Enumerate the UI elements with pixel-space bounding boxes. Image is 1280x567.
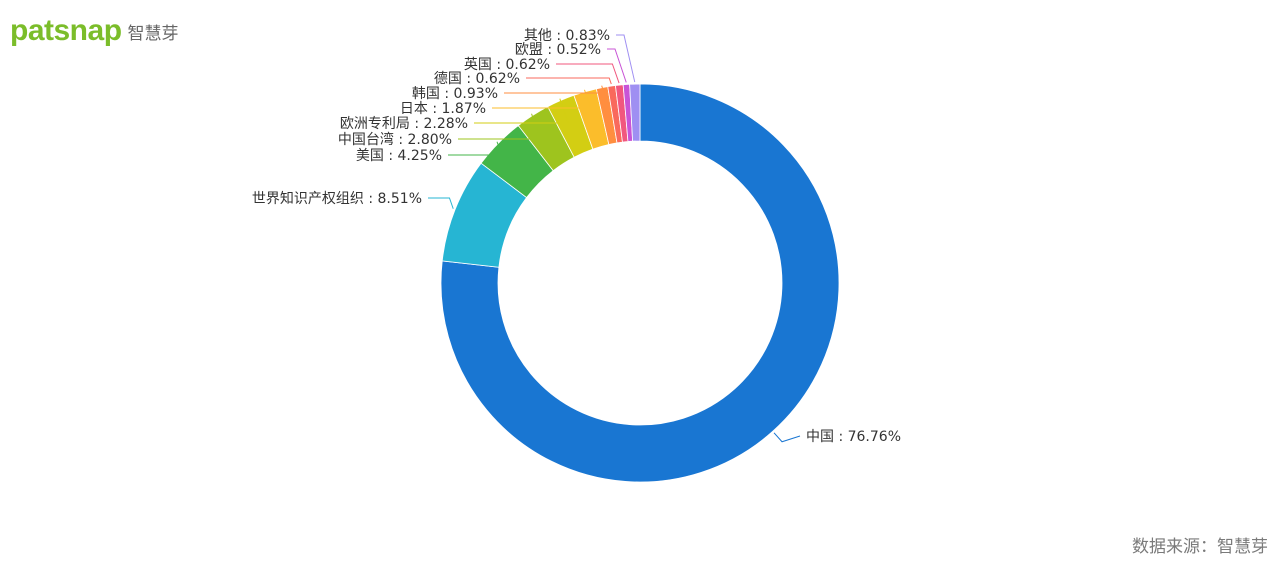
chart-slices [440,83,840,483]
leader-line-5 [492,89,592,109]
slice-10[interactable] [629,83,641,142]
leader-line-1 [428,197,454,209]
patsnap-logo: patsnap 智慧芽 [10,12,179,46]
logo-chinese-name: 智慧芽 [127,24,179,44]
slice-label-1: 世界知识产权组织 : 8.51% [252,190,422,207]
slice-label-7: 德国 : 0.62% [434,71,520,87]
slice-label-10: 其他 : 0.83% [524,28,610,44]
slice-label-5: 日本 : 1.87% [400,101,486,117]
leader-line-4 [474,98,570,124]
leader-line-7 [526,77,612,85]
slice-label-6: 韩国 : 0.93% [412,86,498,102]
slice-label-4: 欧洲专利局 : 2.28% [340,116,468,132]
leader-line-8 [556,63,620,84]
leader-line-0 [773,432,801,443]
leader-line-6 [504,85,605,94]
logo-wordmark: patsnap [10,14,122,47]
data-source-note: 数据来源：智慧芽 [1132,537,1268,557]
slice-label-9: 欧盟 : 0.52% [515,42,601,58]
leader-line-10 [616,34,636,83]
leader-line-2 [448,141,503,156]
slice-label-0: 中国 : 76.76% [806,429,901,445]
slice-label-3: 中国台湾 : 2.80% [338,131,452,148]
leader-line-9 [607,48,627,83]
leader-line-3 [458,113,542,140]
slice-0[interactable] [440,83,840,483]
slice-label-2: 美国 : 4.25% [356,148,442,164]
slice-label-8: 英国 : 0.62% [464,56,550,73]
chart-labels: 中国 : 76.76% 世界知识产权组织 : 8.51% 美国 : 4.25%中国台… [252,28,901,445]
chart-leader-lines [428,34,801,443]
